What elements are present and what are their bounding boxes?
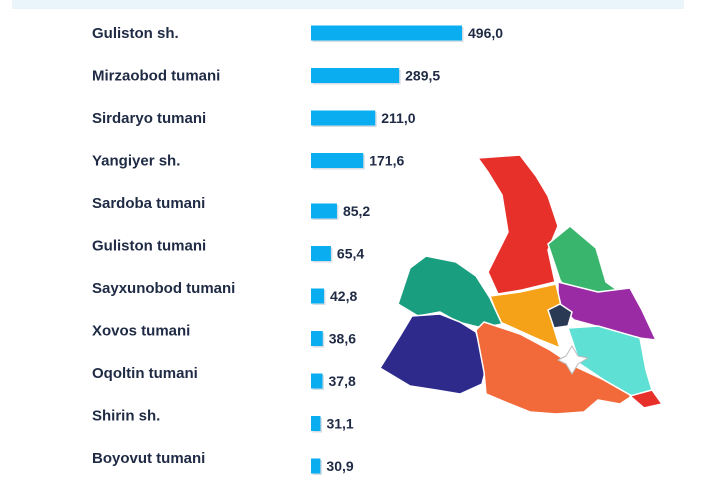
category-label: Sayxunobod tumani [92, 280, 235, 297]
value-label: 42,8 [330, 288, 357, 304]
category-label: Shirin sh. [92, 408, 160, 425]
category-label: Boyovut tumani [92, 450, 205, 467]
map-region-city [547, 303, 573, 329]
bars-layer: Guliston sh. 496,0 Mirzaobod tumani 289,5 Si… [92, 25, 503, 475]
category-label: Mirzaobod tumani [92, 68, 220, 85]
value-label: 31,1 [326, 416, 353, 432]
value-label: 289,5 [405, 68, 440, 84]
bar [311, 203, 337, 219]
category-label: Sardoba tumani [92, 195, 205, 212]
bar [311, 373, 323, 389]
bar [311, 25, 462, 41]
value-label: 38,6 [329, 331, 356, 347]
category-label: Oqoltin tumani [92, 365, 198, 382]
category-label: Sirdaryo tumani [92, 110, 206, 127]
bar [311, 458, 321, 474]
map-region-red-tip [629, 389, 663, 409]
value-label: 85,2 [343, 203, 370, 219]
category-label: Guliston tumani [92, 238, 206, 255]
map-region-red [477, 154, 559, 295]
region-map [379, 154, 663, 415]
map-region-coral [475, 321, 633, 415]
map-region-white [557, 345, 589, 375]
bar [311, 288, 325, 304]
header-band [12, 0, 684, 9]
bar [311, 246, 331, 261]
value-label: 171,6 [369, 153, 404, 169]
bar [311, 68, 400, 83]
bar [311, 110, 376, 126]
category-label: Xovos tumani [92, 323, 190, 340]
bar [311, 153, 364, 168]
value-label: 30,9 [326, 458, 353, 474]
category-label: Guliston sh. [92, 25, 179, 42]
value-label: 37,8 [329, 373, 356, 389]
bar [311, 416, 321, 431]
category-label: Yangiyer sh. [92, 153, 180, 170]
value-label: 65,4 [337, 246, 364, 262]
map-region-navy [379, 313, 487, 395]
bar [311, 331, 323, 346]
value-label: 496,0 [468, 25, 503, 41]
value-label: 211,0 [381, 110, 415, 126]
map-region-teal [397, 255, 503, 329]
